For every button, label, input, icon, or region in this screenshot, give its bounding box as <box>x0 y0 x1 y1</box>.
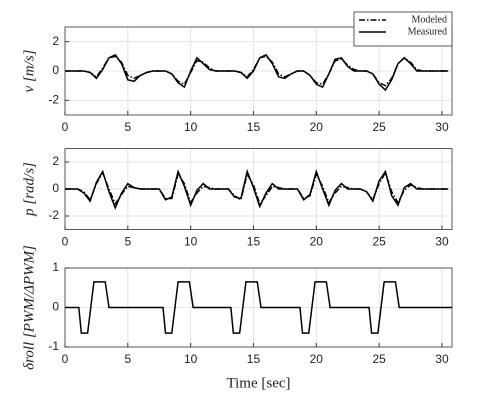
x-tick-label: 0 <box>62 235 69 249</box>
y-axis-label: v [m/s] <box>21 49 37 92</box>
axes-frame <box>64 267 453 348</box>
series-line <box>65 281 452 334</box>
legend-label: Measured <box>408 26 447 37</box>
axes-frame <box>64 26 453 116</box>
x-tick-label: 25 <box>372 235 386 249</box>
axes-frame <box>64 148 453 230</box>
x-tick-label: 20 <box>310 352 324 366</box>
x-tick-label: 10 <box>184 235 198 249</box>
series-line <box>65 170 449 206</box>
x-tick-label: 25 <box>372 120 386 134</box>
x-tick-label: 10 <box>184 352 198 366</box>
x-tick-label: 20 <box>310 235 324 249</box>
y-tick-label: -2 <box>48 208 59 222</box>
x-tick-label: 0 <box>62 352 69 366</box>
y-tick-label: 1 <box>52 260 59 274</box>
legend-label: Modeled <box>411 14 447 25</box>
x-tick-label: 5 <box>124 120 131 134</box>
x-tick-label: 10 <box>184 120 198 134</box>
x-tick-label: 15 <box>247 235 261 249</box>
x-tick-label: 15 <box>247 352 261 366</box>
x-tick-label: 30 <box>435 120 449 134</box>
y-tick-label: 2 <box>52 34 59 48</box>
series-line <box>65 55 449 87</box>
legend-box <box>353 11 453 47</box>
y-axis-label: p [rad/s] <box>21 162 37 217</box>
y-axis-label: δroll [PWM/ΔPWM] <box>21 245 37 370</box>
x-tick-label: 15 <box>247 120 261 134</box>
x-tick-label: 5 <box>124 235 131 249</box>
y-tick-label: 0 <box>52 63 59 77</box>
y-tick-label: 0 <box>52 181 59 195</box>
y-tick-label: -2 <box>48 93 59 107</box>
y-tick-label: -1 <box>48 339 59 353</box>
x-tick-label: 30 <box>435 352 449 366</box>
x-tick-label: 25 <box>372 352 386 366</box>
y-tick-label: 2 <box>52 154 59 168</box>
series-line <box>65 168 449 210</box>
x-tick-label: 5 <box>124 352 131 366</box>
x-tick-label: 0 <box>62 120 69 134</box>
x-tick-label: 20 <box>310 120 324 134</box>
x-axis-label: Time [sec] <box>226 375 290 391</box>
x-tick-label: 30 <box>435 235 449 249</box>
y-tick-label: 0 <box>52 300 59 314</box>
